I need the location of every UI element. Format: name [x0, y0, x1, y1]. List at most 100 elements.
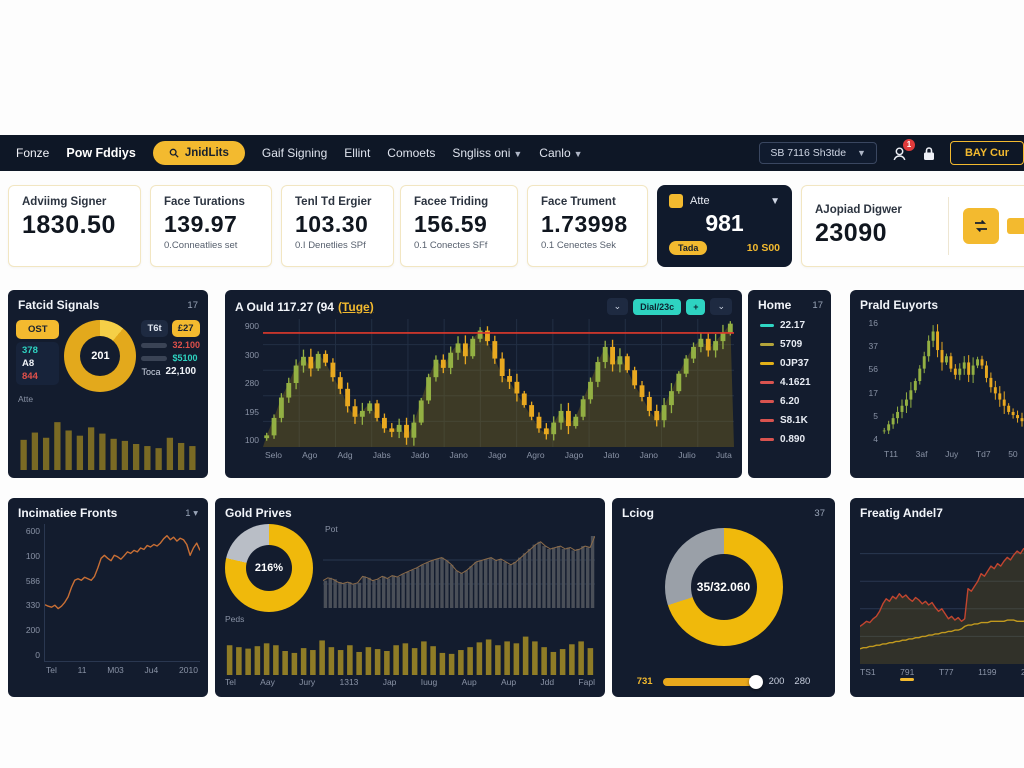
freaig-line-chart[interactable]: [860, 526, 1024, 664]
slider-knob[interactable]: [748, 674, 763, 689]
x-tick: 2010: [179, 665, 198, 675]
incim-line-chart[interactable]: [44, 524, 200, 662]
panel-title: Prald Euyorts: [860, 298, 939, 312]
legend-swatch: [760, 438, 774, 441]
legend-item: 22.17: [760, 320, 823, 331]
stat-card-face-trument: Face Trument 1.73998 0.1 Cenectes Sek: [527, 185, 648, 267]
nav-right-group: SB 7116 Sh3tde ▼ 1 BAY Cur: [759, 138, 1024, 165]
panel-header-badge: 37: [814, 507, 825, 519]
x-tick: Jap: [382, 677, 397, 687]
x-tick: Jury: [299, 677, 316, 687]
t6t-button[interactable]: T6t: [141, 320, 168, 337]
x-tick: Jago: [564, 450, 584, 460]
freaig-x-axis: TS1 791 T77 1199 2313: [850, 664, 1024, 681]
legend-item: 5709: [760, 339, 823, 350]
x-tick: TS1: [860, 667, 876, 677]
x-tick: T11: [884, 449, 899, 459]
value-378: 378: [22, 345, 38, 356]
collapse-button[interactable]: ⌄: [606, 298, 629, 315]
y-tick: 17: [868, 387, 878, 398]
legend-value: 4.1621: [780, 377, 811, 388]
support-icon: [893, 146, 906, 160]
y-tick: 16: [868, 318, 878, 328]
top-navbar: Fonze Pow Fddiys JnidLits Gaif Signing E…: [0, 135, 1024, 171]
ost-button[interactable]: OST: [16, 320, 60, 339]
legend-swatch: [760, 381, 774, 384]
x-tick: Tel: [46, 665, 57, 675]
mini-bar: [141, 355, 168, 361]
stat-card-face-turations: Face Turations 139.97 0.Conneatlies set: [150, 185, 272, 267]
prald-x-axis: T113afJuyTd7507: [874, 446, 1024, 463]
panel-title: Gold Prives: [225, 506, 292, 520]
legend-item: 6.20: [760, 396, 823, 407]
x-tick: T77: [938, 667, 954, 677]
slider-track[interactable]: [662, 674, 763, 689]
exchange-icon: [975, 219, 987, 233]
lciog-slider-row: 731 200 280: [612, 674, 835, 689]
chevron-down-icon[interactable]: ▼: [770, 195, 780, 207]
stat-value: 1830.50: [22, 211, 116, 239]
x-tick: Iuug: [420, 677, 438, 687]
account-select[interactable]: SB 7116 Sh3tde ▼: [759, 142, 877, 164]
y-tick: 4: [873, 433, 878, 444]
account-card-pill[interactable]: Tada: [669, 241, 708, 255]
lock-icon[interactable]: [922, 146, 936, 161]
x-tick: Jago: [488, 450, 507, 460]
panel-header-dropdown[interactable]: 1 ▾: [185, 507, 198, 519]
panel-freatig-andel7: Freatig Andel7 TS1 791 T77 1199 2313: [850, 498, 1024, 697]
exchange-button[interactable]: [963, 208, 999, 244]
wallet-icon: [669, 194, 683, 208]
stat-title: Adviimg Signer: [22, 196, 107, 208]
legend-swatch: [760, 343, 774, 346]
support-button[interactable]: 1: [891, 138, 915, 162]
main-chart-y-axis: 900 300 280 195 100: [233, 319, 263, 447]
nav-item-comoets[interactable]: Comoets: [387, 146, 436, 160]
stat-card-tenl-td-ergier: Tenl Td Ergier 103.30 0.I Denetlies SPf: [281, 185, 394, 267]
l27-button[interactable]: £27: [171, 320, 200, 337]
y-tick: 200: [25, 625, 40, 636]
nav-item-ellint[interactable]: Ellint: [344, 146, 371, 160]
panel-header-badge[interactable]: 17: [187, 299, 198, 311]
panel-home: Home 17 22.17 5709 0JP37 4.1621 6.20 S8.1K 0.8…: [748, 290, 831, 478]
legend-value: 6.20: [780, 396, 800, 407]
panel-lciog: Lciog 37 35/32.060 731 200 280: [612, 498, 835, 697]
account-summary-card[interactable]: Atte ▼ 981 Tada 10 S00: [657, 185, 792, 267]
gold-yellow-bars: [225, 627, 595, 675]
brand-title[interactable]: Pow Fddiys: [66, 146, 136, 160]
legend-value: 0JP37: [780, 358, 809, 369]
stat-card-adviimg-signer: Adviimg Signer 1830.50: [8, 185, 141, 267]
search-button-label: JnidLits: [184, 147, 229, 159]
x-tick: Aup: [461, 677, 477, 687]
donut-center-value: 201: [80, 336, 121, 376]
x-tick: Jado: [410, 450, 430, 460]
legend-value: S8.1K: [780, 415, 808, 426]
x-tick: Aay: [260, 677, 275, 687]
panel-facid-signals: Fatcid Signals 17 OST 378 A8 844 201 T6t…: [8, 290, 208, 478]
tuge-link[interactable]: (Tuge): [337, 299, 374, 314]
x-tick: Jano: [639, 450, 659, 460]
main-candlestick-chart[interactable]: [263, 319, 734, 447]
prald-candlestick-chart[interactable]: [882, 316, 1024, 446]
stat-value: 139.97: [164, 211, 238, 237]
y-tick: 330: [25, 600, 40, 611]
legend-value: 0.890: [780, 434, 806, 445]
account-card-label: Atte: [690, 195, 710, 207]
x-tick: Ago: [302, 450, 318, 460]
nav-dropdown-sngliss[interactable]: Sngliss oni ▼: [452, 146, 523, 160]
panel-title: Incimatiee Fronts: [18, 506, 118, 520]
zoom-in-button[interactable]: +: [686, 298, 706, 315]
dial-button[interactable]: Dial/23c: [633, 298, 682, 315]
slider-right-label: 280: [794, 676, 811, 687]
nav-dropdown-canlo[interactable]: Canlo ▼: [539, 146, 583, 160]
x-tick: 11: [77, 665, 87, 675]
search-button[interactable]: JnidLits: [152, 141, 245, 165]
more-button[interactable]: ⌄: [710, 298, 732, 315]
buy-currency-button[interactable]: BAY Cur: [949, 141, 1024, 165]
peds-label: Peds: [225, 614, 245, 624]
progress-bar: [1007, 218, 1024, 234]
y-tick: 100: [244, 435, 259, 445]
nav-item-gaif-signing[interactable]: Gaif Signing: [261, 146, 328, 160]
nav-item-fonze[interactable]: Fonze: [16, 146, 50, 160]
y-tick: 5: [873, 410, 878, 421]
x-tick: Julio: [678, 450, 696, 460]
